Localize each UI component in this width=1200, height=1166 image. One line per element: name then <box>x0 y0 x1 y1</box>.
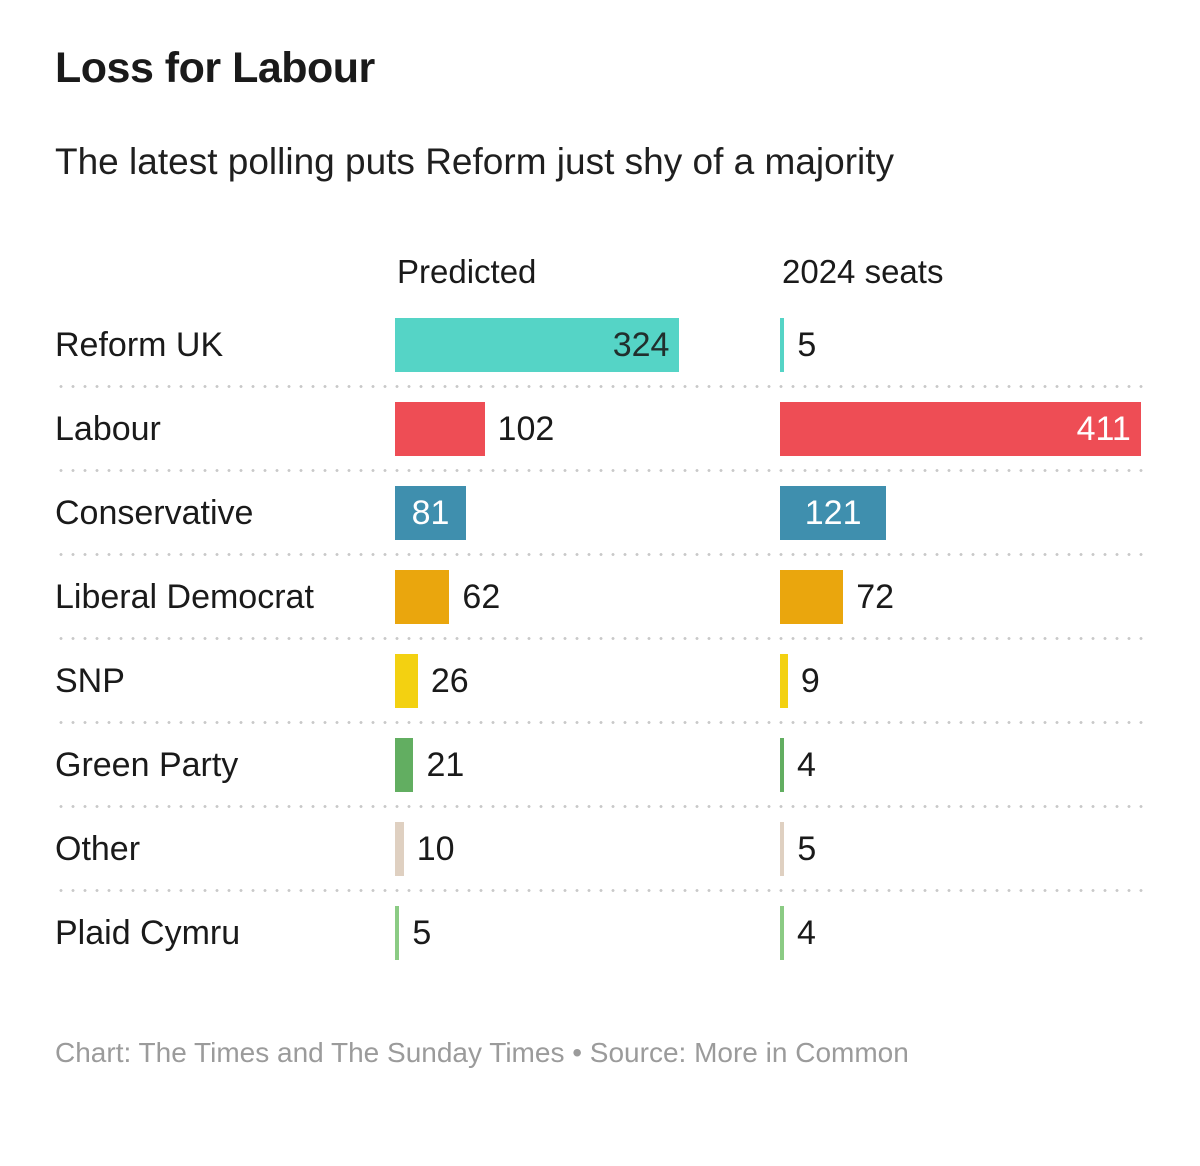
predicted-bar <box>395 570 450 625</box>
seats-2024-value: 5 <box>797 326 817 365</box>
party-label: Conservative <box>55 493 254 532</box>
predicted-bar-cell: 21 <box>395 723 780 807</box>
seats-2024-bar-cell: 72 <box>780 555 1145 639</box>
chart-title: Loss for Labour <box>55 44 375 92</box>
predicted-value: 5 <box>412 914 432 953</box>
predicted-bar-cell: 102 <box>395 387 780 471</box>
seats-2024-bar-cell: 4 <box>780 723 1145 807</box>
predicted-bar-cell: 26 <box>395 639 780 723</box>
seats-2024-value: 4 <box>797 914 816 953</box>
seats-2024-bar-cell: 5 <box>780 303 1145 387</box>
table-row: Liberal Democrat 62 72 <box>55 555 1145 641</box>
predicted-bar <box>395 402 485 457</box>
party-label: Liberal Democrat <box>55 577 314 616</box>
predicted-value: 62 <box>462 578 501 617</box>
predicted-bar: 81 <box>395 486 467 541</box>
chart-subtitle: The latest polling puts Reform just shy … <box>55 141 895 182</box>
predicted-bar-cell: 10 <box>395 807 780 891</box>
table-row: Plaid Cymru 5 4 <box>55 891 1145 975</box>
seats-2024-bar <box>780 318 785 373</box>
column-header-predicted: Predicted <box>397 253 537 291</box>
table-row: SNP 26 9 <box>55 639 1145 725</box>
predicted-bar <box>395 822 404 877</box>
predicted-bar <box>395 738 414 793</box>
party-label: SNP <box>55 661 125 700</box>
predicted-bar-cell: 62 <box>395 555 780 639</box>
seats-2024-value: 4 <box>797 746 816 785</box>
chart-rows: Reform UK 324 5 Labour 102 411 Conservat… <box>55 303 1145 975</box>
seats-2024-bar-cell: 4 <box>780 891 1145 975</box>
predicted-value: 21 <box>426 746 465 785</box>
seat-comparison-chart: Predicted 2024 seats Reform UK 324 5 Lab… <box>55 239 1145 975</box>
predicted-bar <box>395 654 418 709</box>
table-row: Reform UK 324 5 <box>55 303 1145 389</box>
party-label: Green Party <box>55 745 239 784</box>
party-label: Other <box>55 829 141 868</box>
seats-2024-bar <box>780 822 785 877</box>
seats-2024-bar <box>780 570 844 625</box>
chart-credit: Chart: The Times and The Sunday Times • … <box>55 1037 909 1069</box>
predicted-bar: 324 <box>395 318 680 373</box>
seats-2024-bar <box>780 906 784 961</box>
predicted-value: 324 <box>612 326 670 365</box>
seats-2024-bar <box>780 738 784 793</box>
seats-2024-bar <box>780 654 788 709</box>
table-row: Green Party 21 4 <box>55 723 1145 809</box>
column-header-row: Predicted 2024 seats <box>55 239 1145 291</box>
predicted-bar <box>395 906 400 961</box>
predicted-value: 10 <box>416 830 455 869</box>
seats-2024-bar: 121 <box>780 486 887 541</box>
predicted-bar-cell: 81 <box>395 471 780 555</box>
seats-2024-bar-cell: 121 <box>780 471 1145 555</box>
seats-2024-bar: 411 <box>780 402 1141 457</box>
party-label: Reform UK <box>55 325 224 364</box>
table-row: Labour 102 411 <box>55 387 1145 473</box>
seats-2024-value: 5 <box>797 830 817 869</box>
predicted-value: 81 <box>411 494 450 533</box>
seats-2024-bar-cell: 411 <box>780 387 1145 471</box>
party-label: Labour <box>55 409 161 448</box>
predicted-value: 26 <box>430 662 469 701</box>
seats-2024-value: 411 <box>1076 410 1131 449</box>
table-row: Other 10 5 <box>55 807 1145 893</box>
party-label: Plaid Cymru <box>55 913 241 952</box>
predicted-value: 102 <box>497 410 555 449</box>
table-row: Conservative 81 121 <box>55 471 1145 557</box>
column-header-2024-seats: 2024 seats <box>782 253 944 291</box>
seats-2024-value: 72 <box>856 578 895 617</box>
seats-2024-value: 121 <box>804 494 862 533</box>
seats-2024-bar-cell: 5 <box>780 807 1145 891</box>
seats-2024-bar-cell: 9 <box>780 639 1145 723</box>
seats-2024-value: 9 <box>800 662 820 701</box>
predicted-bar-cell: 324 <box>395 303 780 387</box>
predicted-bar-cell: 5 <box>395 891 780 975</box>
